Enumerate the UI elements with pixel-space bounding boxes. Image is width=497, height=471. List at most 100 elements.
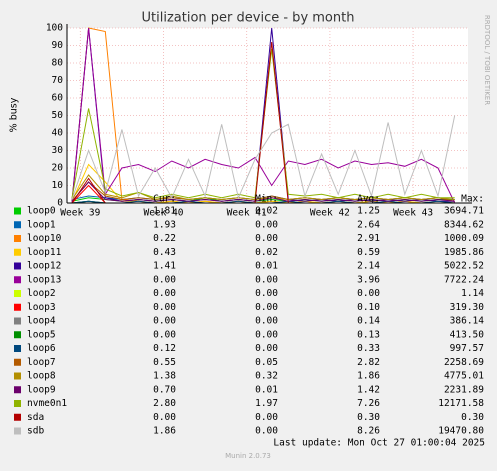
legend-avg: 0.10 [357, 302, 380, 313]
legend-min: 0.00 [255, 302, 278, 313]
legend-cur: 1.93 [153, 219, 176, 230]
y-tick-label: 90 [52, 40, 64, 51]
legend-max: 413.50 [450, 329, 485, 340]
legend-swatch [14, 248, 21, 256]
legend-name: loop0 [27, 206, 56, 217]
legend-cur: 1.86 [153, 426, 176, 437]
legend-name: sdb [27, 426, 44, 437]
y-tick-label: 60 [52, 93, 64, 104]
legend-name: loop5 [27, 329, 56, 340]
legend-cur: 2.80 [153, 398, 176, 409]
legend-max: 1.14 [461, 288, 484, 299]
legend-max: 1985.86 [444, 247, 484, 258]
legend-name: loop13 [27, 274, 61, 285]
legend-swatch [14, 276, 21, 284]
legend-name: loop6 [27, 343, 56, 354]
legend-avg: 2.91 [357, 233, 380, 244]
legend-avg: 0.59 [357, 247, 380, 258]
legend-name: loop11 [27, 247, 62, 258]
legend-swatch [14, 427, 21, 435]
legend-min: 0.32 [255, 371, 278, 382]
legend-min: 0.00 [255, 343, 278, 354]
legend-max: 3694.71 [444, 206, 484, 217]
legend-min: 0.00 [255, 274, 278, 285]
legend-max: 1000.09 [444, 233, 484, 244]
legend-name: sda [27, 412, 44, 423]
y-tick-label: 70 [52, 75, 64, 86]
legend-avg: 0.00 [357, 288, 380, 299]
legend-max: 319.30 [450, 302, 485, 313]
legend-swatch [14, 290, 21, 297]
legend-swatch [14, 331, 21, 339]
legend-avg: 1.86 [357, 371, 380, 382]
y-tick-label: 20 [52, 163, 64, 174]
side-note: RRDTOOL / TOBI OETIKER [483, 15, 491, 105]
chart-title: Utilization per device - by month [142, 11, 355, 26]
x-tick-label: Week 43 [393, 208, 433, 219]
legend-cur: 0.00 [153, 274, 176, 285]
legend-avg: 2.82 [357, 357, 380, 368]
legend-cur: 0.00 [153, 288, 176, 299]
legend-swatch [14, 372, 21, 380]
legend-header: Max: [461, 194, 484, 205]
legend-min: 0.00 [255, 233, 278, 244]
legend-swatch [14, 303, 21, 311]
legend-swatch [14, 386, 21, 394]
legend-name: loop1 [27, 219, 56, 230]
x-tick-label: Week 41 [227, 208, 267, 219]
y-tick-label: 40 [52, 128, 64, 139]
legend-avg: 1.25 [357, 206, 380, 217]
legend-cur: 0.22 [153, 233, 176, 244]
legend-max: 7722.24 [444, 274, 484, 285]
legend-cur: 1.41 [153, 261, 176, 272]
legend-header: Min: [255, 194, 278, 205]
legend-cur: 0.00 [153, 329, 176, 340]
series-line [71, 115, 456, 200]
y-tick-label: 100 [46, 23, 63, 34]
legend-swatch [14, 413, 21, 421]
legend-min: 0.00 [255, 219, 278, 230]
legend-min: 0.02 [255, 206, 278, 217]
legend-min: 0.01 [255, 384, 278, 395]
legend-swatch [14, 262, 21, 270]
legend-max: 0.30 [461, 412, 484, 423]
legend-cur: 1.38 [153, 371, 176, 382]
legend-name: loop7 [27, 357, 56, 368]
legend-header: Avg: [357, 194, 380, 205]
legend-cur: 0.70 [153, 384, 176, 395]
legend-min: 0.05 [255, 357, 278, 368]
legend-avg: 2.64 [357, 219, 380, 230]
y-tick-label: 30 [52, 145, 64, 156]
legend-max: 386.14 [450, 316, 485, 327]
y-axis-label: % busy [9, 97, 20, 132]
legend-cur: 0.00 [153, 412, 176, 423]
legend-min: 0.00 [255, 426, 278, 437]
legend-avg: 0.30 [357, 412, 380, 423]
last-update: Last update: Mon Oct 27 01:00:04 2025 [273, 438, 485, 449]
x-tick-label: Week 39 [60, 208, 100, 219]
legend-avg: 1.42 [357, 384, 380, 395]
y-tick-label: 10 [52, 180, 64, 191]
series-line [71, 181, 455, 202]
legend-max: 5022.52 [444, 261, 484, 272]
legend-max: 2258.69 [444, 357, 484, 368]
legend-swatch [14, 400, 21, 407]
legend-swatch [14, 345, 21, 352]
footer: Munin 2.0.73 [225, 452, 271, 460]
legend-min: 0.01 [255, 261, 278, 272]
legend-name: loop4 [27, 316, 56, 327]
legend-header: Cur: [153, 194, 176, 205]
legend-name: loop12 [27, 261, 61, 272]
legend-name: loop10 [27, 233, 62, 244]
y-tick-label: 50 [52, 110, 64, 121]
x-tick-label: Week 42 [310, 208, 350, 219]
legend-name: loop8 [27, 371, 56, 382]
legend-max: 19470.80 [438, 426, 484, 437]
y-tick-label: 80 [52, 58, 64, 69]
legend-name: loop9 [27, 384, 56, 395]
legend-cur: 0.00 [153, 316, 176, 327]
legend-max: 2231.89 [444, 384, 484, 395]
legend-cur: 0.55 [153, 357, 176, 368]
legend-avg: 7.26 [357, 398, 380, 409]
